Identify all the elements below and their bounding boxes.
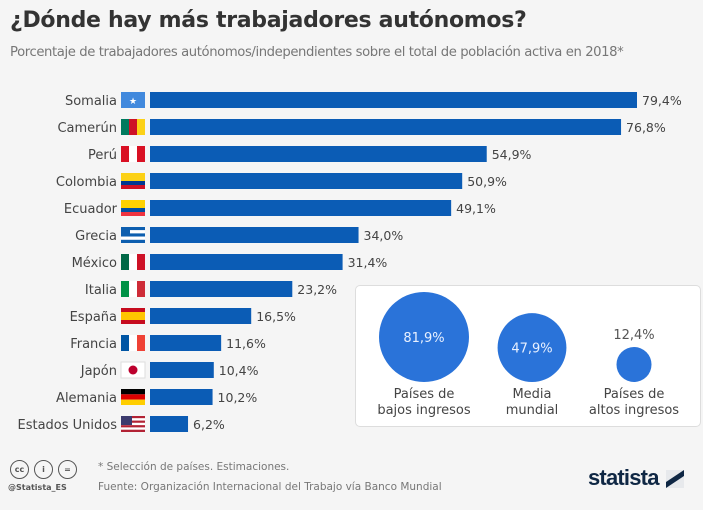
value-label: 16,5% xyxy=(256,309,296,324)
bar xyxy=(150,227,359,243)
bubble-value: 47,9% xyxy=(511,342,552,357)
footnote: * Selección de países. Estimaciones. xyxy=(98,461,290,473)
bar-row: Italia 23,2% xyxy=(85,281,337,298)
bar-row: México 31,4% xyxy=(72,254,388,271)
germany-flag-icon xyxy=(121,389,145,405)
no-derivatives-icon: = xyxy=(58,460,77,479)
value-label: 23,2% xyxy=(297,282,337,297)
bar-row: Estados Unidos 6,2% xyxy=(17,416,225,433)
bubble-value: 81,9% xyxy=(403,331,444,346)
value-label: 11,6% xyxy=(226,336,266,351)
cameroon-flag-icon xyxy=(121,119,145,135)
cc-license-icon: cc xyxy=(10,460,29,479)
attribution-icon: i xyxy=(34,460,53,479)
usa-flag-icon xyxy=(121,416,145,432)
category-label: Alemania xyxy=(56,391,117,406)
mexico-flag-icon xyxy=(121,254,145,270)
statista-logo-icon xyxy=(666,470,684,488)
japan-flag-icon xyxy=(120,361,146,379)
category-label: Camerún xyxy=(57,121,117,136)
bar xyxy=(150,146,487,162)
value-label: 79,4% xyxy=(642,93,682,108)
bar-row: Ecuador 49,1% xyxy=(64,200,496,217)
bar xyxy=(150,335,222,351)
category-label: Italia xyxy=(85,283,117,298)
bubble-label: bajos ingresos xyxy=(377,403,471,418)
bar xyxy=(150,173,463,189)
italy-flag-icon xyxy=(121,281,145,297)
greece-flag-icon xyxy=(121,227,145,243)
category-label: Francia xyxy=(70,337,117,352)
bar xyxy=(150,92,637,108)
bubble xyxy=(616,346,652,383)
bar xyxy=(150,389,213,405)
bar-row: Grecia 34,0% xyxy=(75,227,403,244)
category-label: Colombia xyxy=(56,175,117,190)
bubble xyxy=(497,313,567,382)
chart-subtitle: Porcentaje de trabajadores autónomos/ind… xyxy=(10,45,624,60)
bubble-label: Países de xyxy=(604,387,665,402)
bar-row: España 16,5% xyxy=(70,308,296,325)
category-label: México xyxy=(72,256,117,271)
value-label: 34,0% xyxy=(364,228,404,243)
value-label: 10,4% xyxy=(219,363,259,378)
france-flag-icon xyxy=(121,335,145,351)
bar-row: Japón 10,4% xyxy=(80,361,259,379)
ecuador-flag-icon xyxy=(121,200,145,216)
value-label: 49,1% xyxy=(456,201,496,216)
category-label: Grecia xyxy=(75,229,117,244)
bubble-value: 12,4% xyxy=(613,328,654,343)
source: Fuente: Organización Internacional del T… xyxy=(98,481,442,493)
bar xyxy=(150,362,214,378)
bar xyxy=(150,254,343,270)
bubble xyxy=(379,292,469,382)
bar xyxy=(150,308,252,324)
value-label: 50,9% xyxy=(467,174,507,189)
value-label: 31,4% xyxy=(348,255,388,270)
category-label: Japón xyxy=(80,364,117,379)
bar-row: Alemania 10,2% xyxy=(56,389,257,406)
category-label: Somalia xyxy=(65,94,117,109)
somalia-flag-icon: ★ xyxy=(121,92,145,108)
category-label: Estados Unidos xyxy=(17,418,117,433)
bar-row: Somalia ★ 79,4% xyxy=(65,92,682,109)
svg-text:★: ★ xyxy=(129,97,137,107)
bubble-label: Países de xyxy=(394,387,455,402)
value-label: 76,8% xyxy=(626,120,666,135)
chart-title: ¿Dónde hay más trabajadores autónomos? xyxy=(10,8,527,33)
bar-row: Francia 11,6% xyxy=(70,335,266,352)
bar-row: Camerún 76,8% xyxy=(57,119,666,136)
category-label: Ecuador xyxy=(64,202,118,217)
social-handle: @Statista_ES xyxy=(8,483,67,492)
bar xyxy=(150,200,452,216)
value-label: 54,9% xyxy=(492,147,532,162)
peru-flag-icon xyxy=(121,146,145,162)
statista-logo: statista xyxy=(588,465,659,490)
bar xyxy=(150,119,622,135)
bubble-label: altos ingresos xyxy=(589,403,679,418)
bar-row: Perú 54,9% xyxy=(88,146,532,163)
bar xyxy=(150,416,189,432)
bubble-label: mundial xyxy=(506,403,559,418)
category-label: Perú xyxy=(88,148,117,163)
value-label: 10,2% xyxy=(218,390,258,405)
bar xyxy=(150,281,293,297)
value-label: 6,2% xyxy=(193,417,225,432)
colombia-flag-icon xyxy=(121,173,145,189)
bubble-label: Media xyxy=(512,387,551,402)
bar-row: Colombia 50,9% xyxy=(56,173,507,190)
category-label: España xyxy=(70,310,117,325)
spain-flag-icon xyxy=(121,308,145,324)
